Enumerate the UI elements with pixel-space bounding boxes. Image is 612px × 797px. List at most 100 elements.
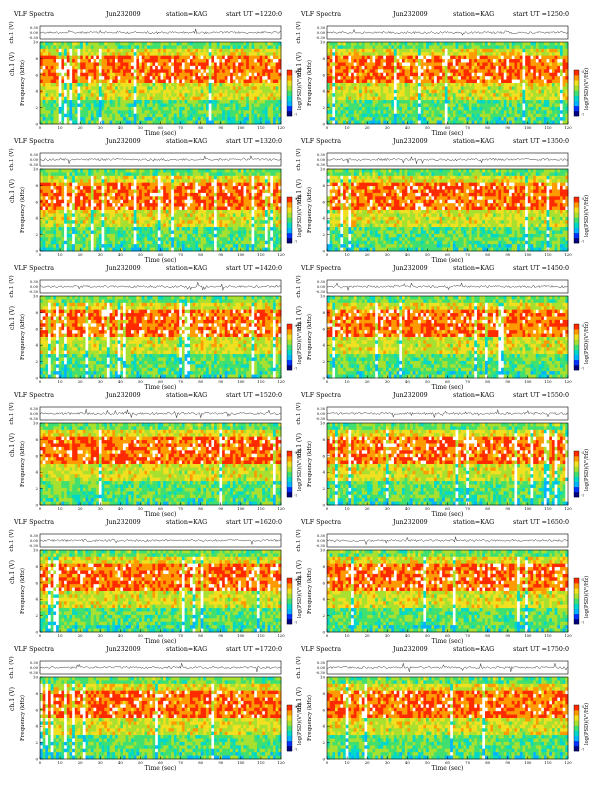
- spectrogram-cell: [367, 90, 370, 94]
- spectrogram-cell: [448, 83, 451, 87]
- spectrogram-cell: [214, 183, 217, 187]
- spectrogram-cell: [64, 80, 67, 84]
- spectrogram-cell: [552, 63, 555, 67]
- spectrogram-cell: [461, 97, 464, 101]
- spectrogram-cell: [549, 117, 552, 121]
- spectrogram-cell: [115, 63, 118, 67]
- spectrogram-cell: [163, 110, 166, 114]
- spectrogram-cell: [158, 59, 161, 63]
- spectrogram-cell: [120, 186, 123, 190]
- spectrogram-cell: [555, 97, 558, 101]
- spectrogram-cell: [555, 107, 558, 111]
- spectrogram-cell: [244, 45, 247, 49]
- spectrogram-cell: [469, 45, 472, 49]
- spectrogram-cell: [415, 83, 418, 87]
- spectrogram-cell: [338, 49, 341, 53]
- spectrogram-cell: [458, 56, 461, 60]
- spectrogram-cell: [442, 73, 445, 77]
- spectrogram-cell: [118, 86, 121, 90]
- spectrogram-cell: [541, 49, 544, 53]
- spectrogram-cell: [53, 49, 56, 53]
- spectrogram-cell: [364, 110, 367, 114]
- spectrogram-cell: [260, 107, 263, 111]
- spectrogram-cell: [415, 63, 418, 67]
- spectrogram-cell: [453, 76, 456, 80]
- spectrogram-cell: [461, 107, 464, 111]
- spectrogram-cell: [161, 69, 164, 73]
- spectrogram-cell: [480, 86, 483, 90]
- spectrogram-cell: [346, 73, 349, 77]
- spectrogram-cell: [327, 42, 330, 46]
- spectrogram-cell: [177, 80, 180, 84]
- colorbar-tick: -7: [294, 113, 297, 117]
- spectrogram-cell: [48, 97, 51, 101]
- spectrogram-cell: [262, 172, 265, 176]
- spectrogram-cell: [86, 97, 89, 101]
- spectrogram-cell: [257, 117, 260, 121]
- xtick: 80: [485, 125, 490, 130]
- spectrogram-cell: [198, 63, 201, 67]
- spectrogram-cell: [99, 80, 102, 84]
- spectrogram-cell: [464, 104, 467, 108]
- spectrogram-cell: [144, 114, 147, 118]
- spectrogram-cell: [67, 100, 70, 104]
- spectrogram-cell: [335, 80, 338, 84]
- spectrogram-ylabel: Frequency (kHz): [306, 60, 313, 106]
- spectrogram-cell: [244, 86, 247, 90]
- spectrogram-cell: [169, 100, 172, 104]
- spectrogram-cell: [265, 179, 268, 183]
- spectrogram-cell: [155, 172, 158, 176]
- spectrogram-cell: [107, 59, 110, 63]
- spectrogram-cell: [246, 59, 249, 63]
- spectrogram-cell: [482, 69, 485, 73]
- spectrogram-cell: [201, 76, 204, 80]
- spectrogram-cell: [177, 86, 180, 90]
- spectrogram-cell: [450, 59, 453, 63]
- spectrogram-cell: [131, 56, 134, 60]
- spectrogram-cell: [373, 52, 376, 56]
- spectrogram-cell: [161, 114, 164, 118]
- spectrogram-cell: [120, 114, 123, 118]
- spectrogram-cell: [94, 107, 97, 111]
- spectrogram-cell: [450, 66, 453, 70]
- spectrogram-cell: [423, 80, 426, 84]
- spectrogram-cell: [383, 104, 386, 108]
- spectrogram-cell: [80, 76, 83, 80]
- spectrogram-cell: [343, 97, 346, 101]
- spectrogram-cell: [238, 86, 241, 90]
- spectrogram-cell: [375, 104, 378, 108]
- spectrogram-cell: [394, 73, 397, 77]
- spectrogram-cell: [397, 80, 400, 84]
- spectrogram-cell: [83, 63, 86, 67]
- spectrogram-cell: [501, 114, 504, 118]
- spectrogram-cell: [474, 73, 477, 77]
- spectrogram-cell: [104, 90, 107, 94]
- spectrogram-cell: [61, 49, 64, 53]
- spectrogram-cell: [563, 114, 566, 118]
- spectrogram-cell: [190, 169, 193, 173]
- spectrogram-cell: [163, 93, 166, 97]
- spectrogram-cell: [472, 117, 475, 121]
- spectrogram-cell: [244, 100, 247, 104]
- spectrogram-cell: [80, 176, 83, 180]
- spectrogram-cell: [335, 49, 338, 53]
- spectrogram-cell: [166, 169, 169, 173]
- spectrogram-cell: [472, 45, 475, 49]
- spectrogram-cell: [426, 83, 429, 87]
- spectrogram-cell: [163, 117, 166, 121]
- spectrogram-cell: [123, 117, 126, 121]
- spectrogram-cell: [394, 45, 397, 49]
- spectrogram-cell: [102, 100, 105, 104]
- spectrogram-cell: [120, 183, 123, 187]
- spectrogram-cell: [158, 186, 161, 190]
- spectrogram-cell: [206, 63, 209, 67]
- spectrogram-cell: [389, 76, 392, 80]
- spectrogram-cell: [541, 76, 544, 80]
- spectrogram-cell: [498, 110, 501, 114]
- spectrogram-cell: [386, 86, 389, 90]
- spectrogram-cell: [421, 76, 424, 80]
- spectrogram-cell: [504, 93, 507, 97]
- spectrogram-cell: [405, 73, 408, 77]
- spectrogram-cell: [394, 107, 397, 111]
- spectrogram-cell: [77, 172, 80, 176]
